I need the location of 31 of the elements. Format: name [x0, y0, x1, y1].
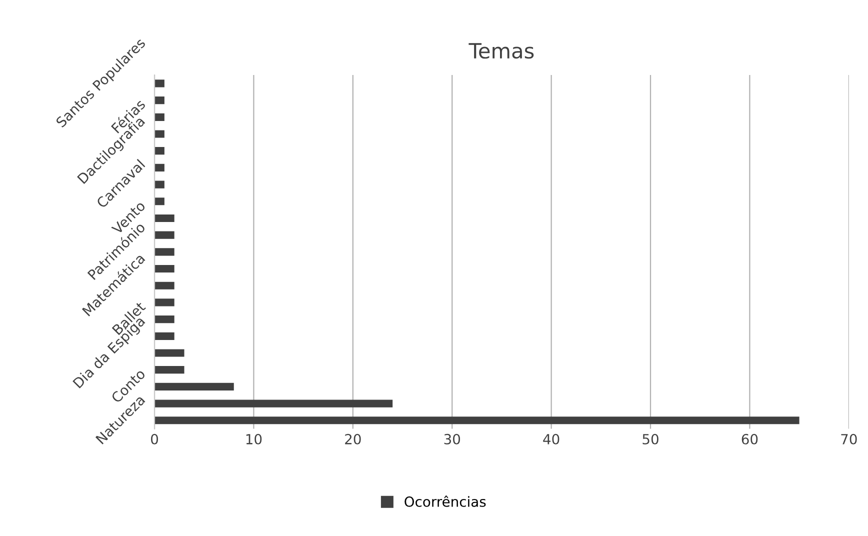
bar — [154, 214, 174, 222]
bar — [154, 366, 184, 374]
bar — [154, 298, 174, 306]
chart-title: Temas — [468, 43, 534, 59]
bar — [154, 113, 164, 121]
bar — [154, 130, 164, 138]
x-tick-label: 10 — [246, 434, 262, 444]
bar — [154, 164, 164, 172]
x-tick-label: 60 — [742, 434, 758, 444]
bar — [154, 248, 174, 256]
bar — [154, 400, 393, 408]
bar — [154, 231, 174, 239]
x-tick-label: 50 — [642, 434, 658, 444]
bar — [154, 96, 164, 104]
bar — [154, 316, 174, 324]
bar — [154, 332, 174, 340]
bar — [154, 80, 164, 88]
x-tick-label: 0 — [151, 434, 158, 444]
x-tick-label: 30 — [444, 434, 460, 444]
bar — [154, 147, 164, 155]
legend-label: Ocorrências — [404, 496, 486, 507]
bar — [154, 264, 174, 273]
bar — [154, 180, 164, 188]
x-tick-label: 20 — [345, 434, 361, 444]
bar — [154, 416, 800, 424]
bar — [154, 349, 184, 357]
bar — [154, 282, 174, 290]
x-tick-label: 40 — [543, 434, 560, 444]
bar — [154, 382, 234, 390]
bar — [154, 198, 164, 206]
x-tick-label: 70 — [841, 434, 857, 444]
